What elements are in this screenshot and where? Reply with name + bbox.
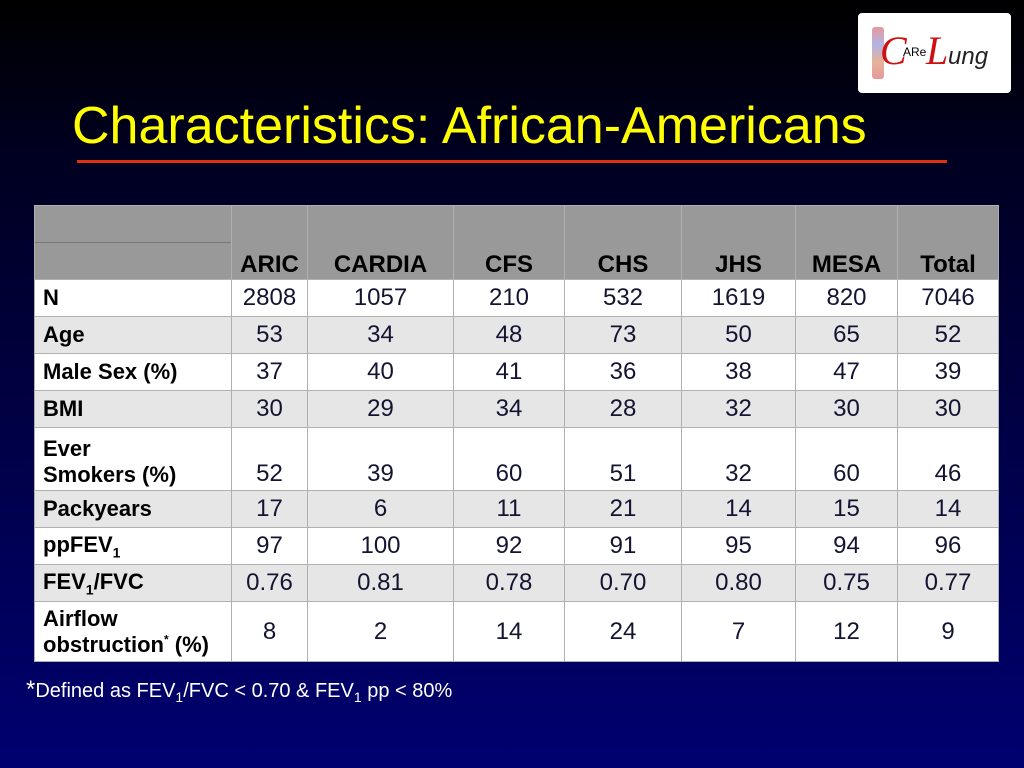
- table-cell: 0.75: [795, 564, 898, 602]
- table-cell: 60: [453, 427, 565, 491]
- table-cell: 0.78: [453, 564, 565, 602]
- table-row: Male Sex (%) 37 40 41 36 38 47 39: [34, 353, 999, 391]
- table-cell: 32: [681, 427, 796, 491]
- table-cell: 30: [231, 390, 308, 428]
- table-cell: 21: [564, 490, 682, 528]
- table-cell: 36: [564, 353, 682, 391]
- table-cell: 0.81: [307, 564, 454, 602]
- table-cell: 30: [897, 390, 999, 428]
- row-label: N: [34, 279, 232, 317]
- table-cell: 73: [564, 316, 682, 354]
- table-cell: 14: [897, 490, 999, 528]
- footnote: *Defined as FEV1/FVC < 0.70 & FEV1 pp < …: [26, 676, 453, 705]
- column-header: CHS: [564, 205, 682, 280]
- table-cell: 6: [307, 490, 454, 528]
- table-cell: 12: [795, 601, 898, 662]
- table-cell: 14: [453, 601, 565, 662]
- table-cell: 52: [897, 316, 999, 354]
- header-corner: [34, 205, 232, 280]
- table-cell: 210: [453, 279, 565, 317]
- table-cell: 0.77: [897, 564, 999, 602]
- table-cell: 40: [307, 353, 454, 391]
- row-label: Age: [34, 316, 232, 354]
- column-header: ARIC: [231, 205, 308, 280]
- table-row: BMI 30 29 34 28 32 30 30: [34, 390, 999, 428]
- table-cell: 0.80: [681, 564, 796, 602]
- table-cell: 52: [231, 427, 308, 491]
- table-row: Packyears 17 6 11 21 14 15 14: [34, 490, 999, 528]
- table-cell: 91: [564, 527, 682, 565]
- table-cell: 11: [453, 490, 565, 528]
- row-label: BMI: [34, 390, 232, 428]
- column-header: CARDIA: [307, 205, 454, 280]
- table-cell: 2808: [231, 279, 308, 317]
- slide-title: Characteristics: African-Americans: [72, 97, 867, 155]
- table-row: Ever Smokers (%) 52 39 60 51 32 60 46: [34, 427, 999, 491]
- table-cell: 32: [681, 390, 796, 428]
- table-cell: 100: [307, 527, 454, 565]
- table-cell: 820: [795, 279, 898, 317]
- table-cell: 65: [795, 316, 898, 354]
- table-row: FEV1/FVC 0.76 0.81 0.78 0.70 0.80 0.75 0.77: [34, 564, 999, 602]
- table-cell: 7046: [897, 279, 999, 317]
- table-cell: 15: [795, 490, 898, 528]
- row-label: Airflow obstruction* (%): [34, 601, 232, 662]
- table-cell: 1057: [307, 279, 454, 317]
- table-cell: 96: [897, 527, 999, 565]
- table-cell: 51: [564, 427, 682, 491]
- table-cell: 53: [231, 316, 308, 354]
- table-cell: 95: [681, 527, 796, 565]
- table-cell: 39: [307, 427, 454, 491]
- row-label: FEV1/FVC: [34, 564, 232, 602]
- table-cell: 46: [897, 427, 999, 491]
- table-cell: 28: [564, 390, 682, 428]
- header-row: ARIC CARDIA CFS CHS JHS MESA Total: [34, 205, 999, 280]
- table-cell: 94: [795, 527, 898, 565]
- table-cell: 50: [681, 316, 796, 354]
- row-label: Packyears: [34, 490, 232, 528]
- table-cell: 0.76: [231, 564, 308, 602]
- column-header: Total: [897, 205, 999, 280]
- table-cell: 17: [231, 490, 308, 528]
- table-cell: 1619: [681, 279, 796, 317]
- table-cell: 47: [795, 353, 898, 391]
- table-cell: 37: [231, 353, 308, 391]
- table-cell: 24: [564, 601, 682, 662]
- column-header: JHS: [681, 205, 796, 280]
- table-cell: 48: [453, 316, 565, 354]
- table-cell: 9: [897, 601, 999, 662]
- table-row: Age 53 34 48 73 50 65 52: [34, 316, 999, 354]
- row-label: Male Sex (%): [34, 353, 232, 391]
- table-cell: 532: [564, 279, 682, 317]
- characteristics-table: ARIC CARDIA CFS CHS JHS MESA Total N 2808 1057 210…: [34, 205, 999, 662]
- table-cell: 39: [897, 353, 999, 391]
- row-label: Ever Smokers (%): [34, 427, 232, 491]
- table-cell: 34: [453, 390, 565, 428]
- table-cell: 29: [307, 390, 454, 428]
- column-header: MESA: [795, 205, 898, 280]
- table-cell: 8: [231, 601, 308, 662]
- row-label: ppFEV1: [34, 527, 232, 565]
- table-row: Airflow obstruction* (%) 8 2 14 24 7 12 9: [34, 601, 999, 662]
- table-row: N 2808 1057 210 532 1619 820 7046: [34, 279, 999, 317]
- table-cell: 2: [307, 601, 454, 662]
- cohort-logos: [872, 27, 884, 79]
- table-cell: 38: [681, 353, 796, 391]
- column-header: CFS: [453, 205, 565, 280]
- table-cell: 41: [453, 353, 565, 391]
- table-cell: 14: [681, 490, 796, 528]
- table-cell: 34: [307, 316, 454, 354]
- title-underline: [77, 160, 947, 163]
- table-cell: 30: [795, 390, 898, 428]
- table-cell: 0.70: [564, 564, 682, 602]
- table-cell: 60: [795, 427, 898, 491]
- table-cell: 97: [231, 527, 308, 565]
- table-cell: 92: [453, 527, 565, 565]
- table-row: ppFEV1 97 100 92 91 95 94 96: [34, 527, 999, 565]
- table-cell: 7: [681, 601, 796, 662]
